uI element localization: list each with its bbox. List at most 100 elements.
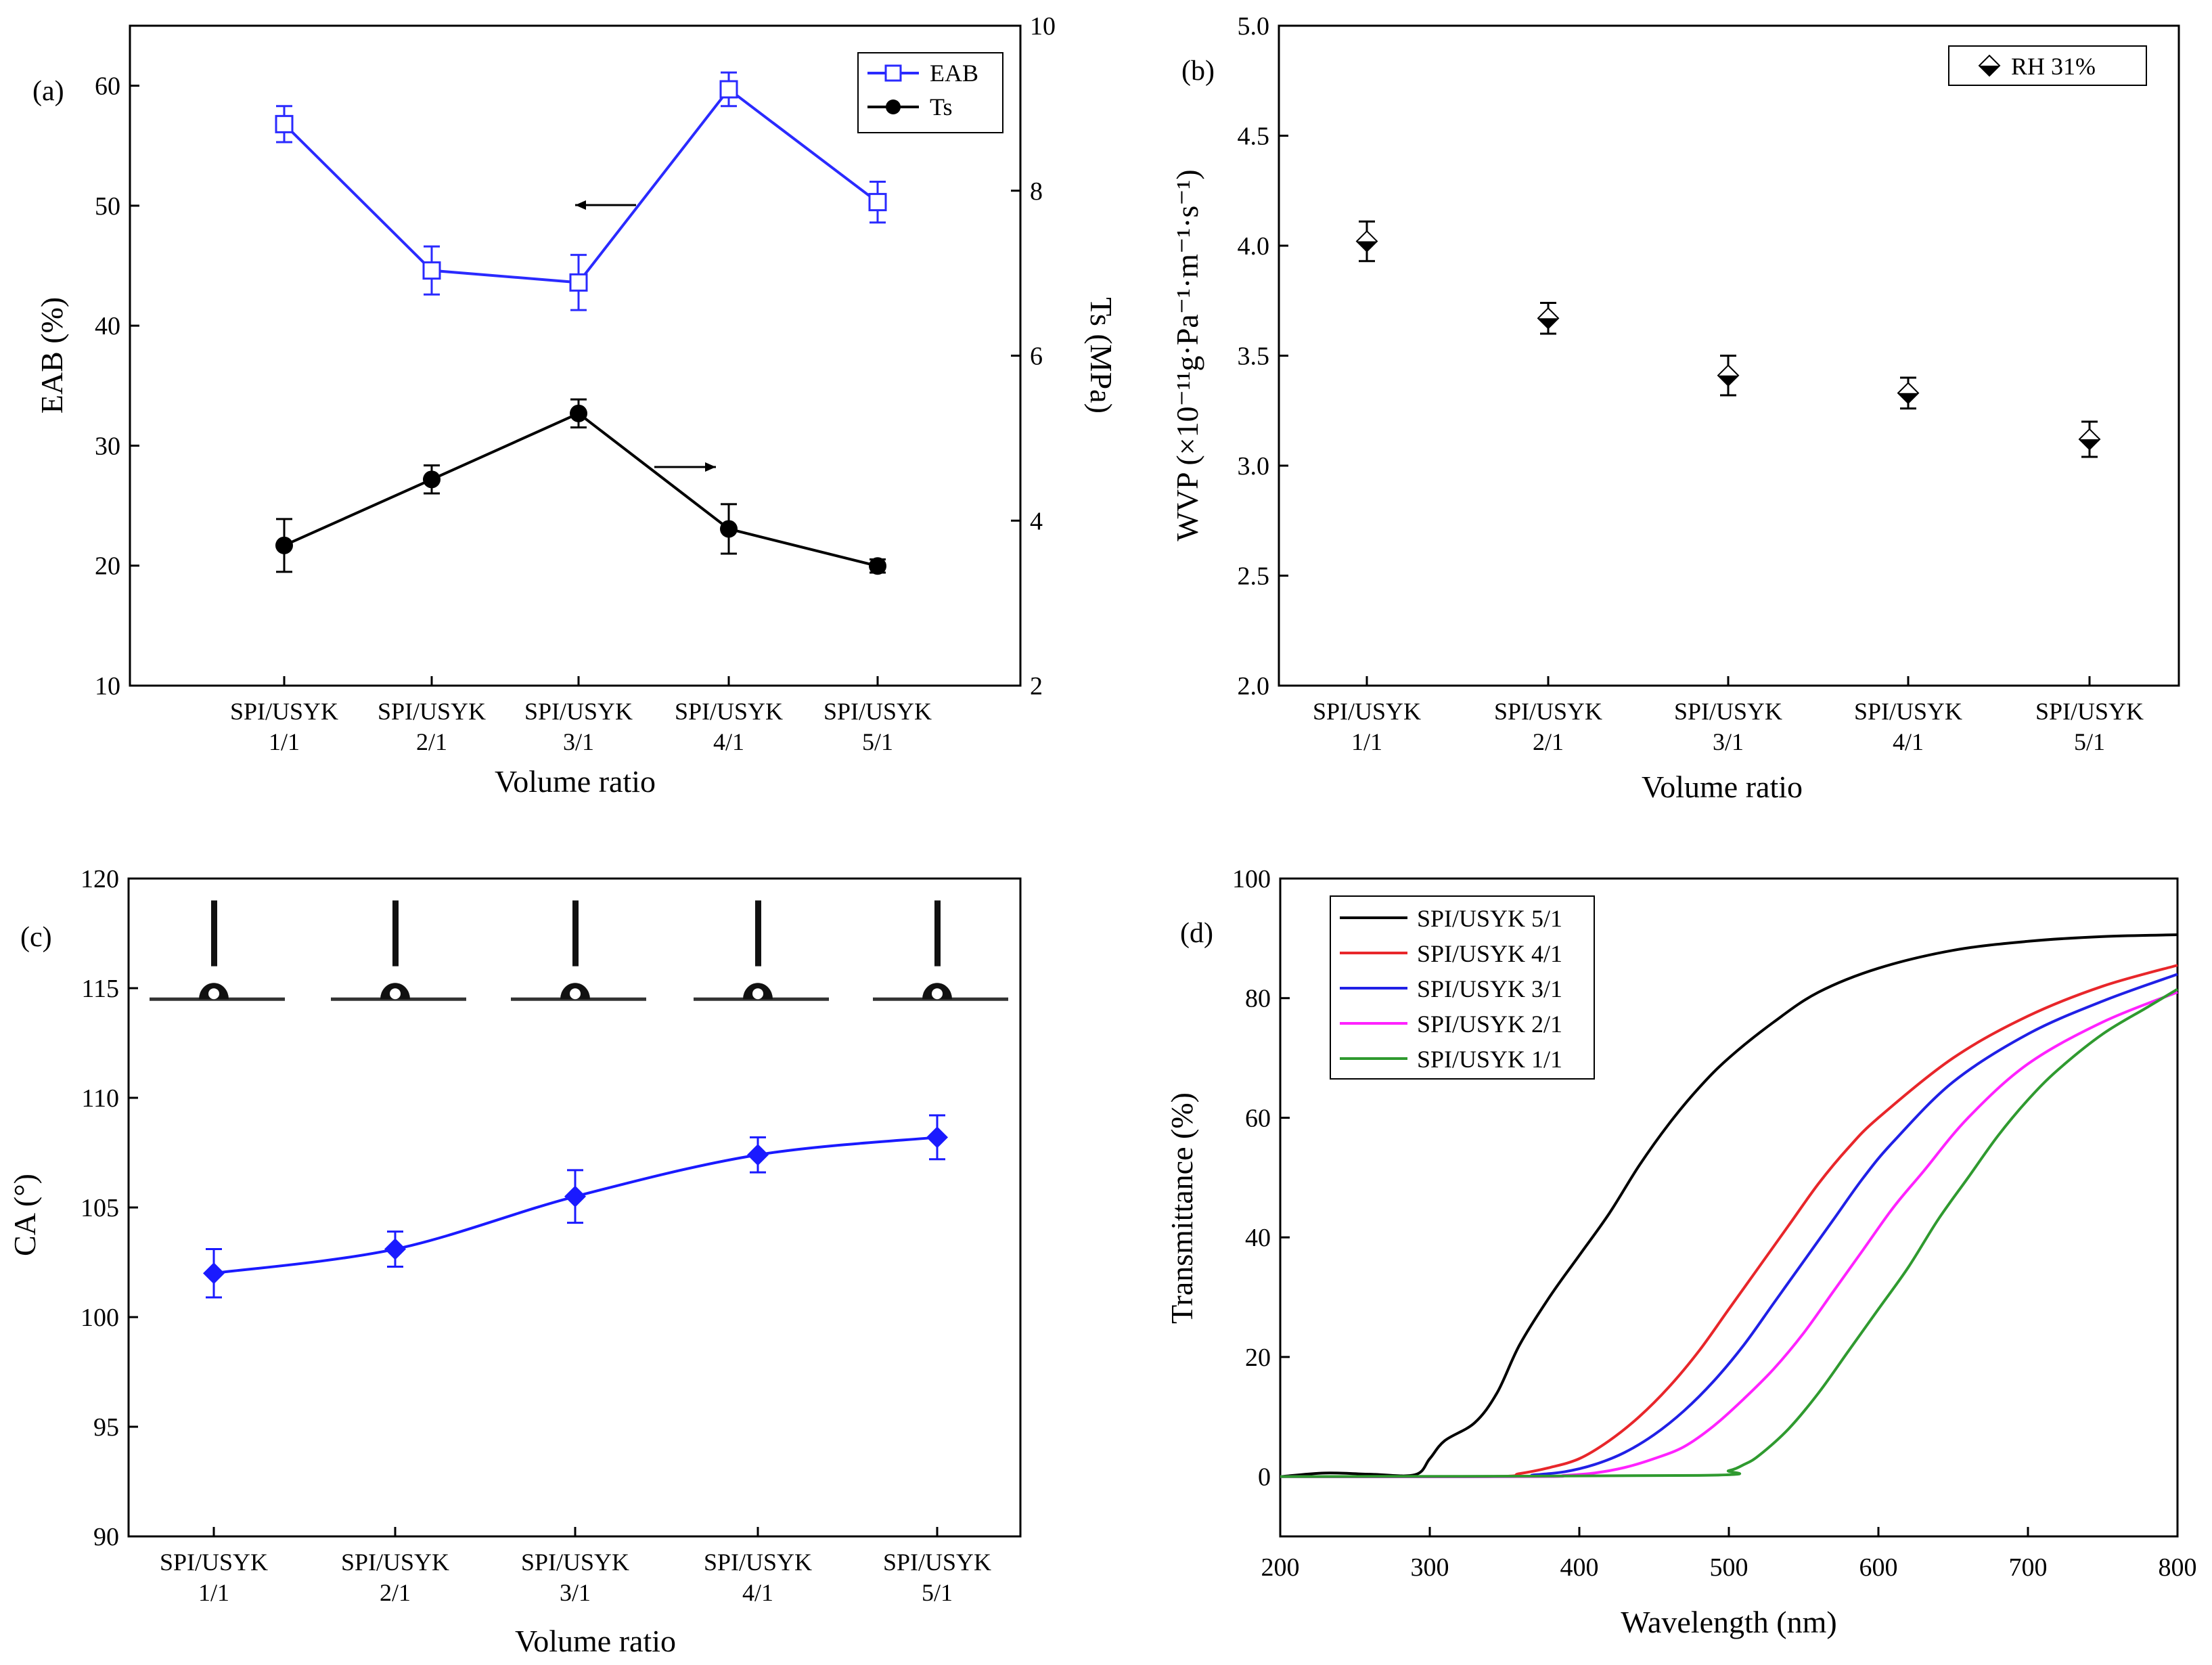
panel-a-right-ytick-label: 10	[1030, 12, 1056, 41]
panel-c-y-axis-title: CA (°)	[7, 1174, 42, 1256]
panel-c-ca-point	[926, 1126, 948, 1149]
panel-b-ytick-label: 2.5	[1238, 562, 1270, 591]
panel-a-ts-point	[275, 536, 293, 554]
panel-a-xtick-label-ratio: 5/1	[862, 728, 893, 755]
panel-d-legend-label: SPI/USYK 5/1	[1417, 905, 1562, 932]
panel-c-xtick-label-ratio: 5/1	[922, 1579, 953, 1606]
panel-b-xtick-label-ratio: 2/1	[1533, 728, 1564, 755]
panel-b-xtick-label-ratio: 3/1	[1713, 728, 1744, 755]
panel-a-xtick-label-name: SPI/USYK	[230, 698, 338, 725]
panel-c-droplet-highlight	[390, 988, 401, 1000]
panel-c-x-axis-title: Volume ratio	[515, 1624, 676, 1658]
panel-d-label: (d)	[1180, 918, 1213, 949]
panel-c-droplet-needle	[392, 900, 399, 967]
panel-c-xtick-label-ratio: 1/1	[198, 1579, 229, 1606]
panel-d-xtick-label: 700	[2009, 1553, 2048, 1582]
panel-c-ytick-label: 95	[93, 1413, 119, 1442]
panel-a-xtick-label-ratio: 1/1	[269, 728, 300, 755]
panel-b-xtick-label-ratio: 4/1	[1893, 728, 1924, 755]
panel-a-xtick-label-name: SPI/USYK	[524, 698, 633, 725]
panel-c-ca-point	[384, 1238, 406, 1260]
panel-a-right-ytick-label: 2	[1030, 672, 1043, 701]
panel-b-xtick-label-name: SPI/USYK	[1854, 698, 1962, 725]
panel-a-ytick-label: 60	[95, 72, 120, 101]
panel-b-ytick-label: 3.5	[1238, 342, 1270, 371]
panel-a-eab-point	[868, 193, 887, 212]
panel-b-point-fill	[1718, 375, 1738, 386]
panel-d-xtick-label: 300	[1411, 1553, 1449, 1582]
panel-c-xtick-label-ratio: 3/1	[560, 1579, 591, 1606]
panel-c-xtick-label-name: SPI/USYK	[883, 1549, 991, 1576]
panel-b-ytick-label: 3.0	[1238, 452, 1270, 481]
panel-b-xtick-label-ratio: 5/1	[2074, 728, 2105, 755]
panel-b-xtick-label-name: SPI/USYK	[2035, 698, 2144, 725]
panel-c-ca-point	[747, 1144, 769, 1166]
panel-a-left-arrow-head	[575, 200, 586, 210]
panel-a-legend-marker	[884, 64, 902, 82]
panel-d-xtick-label: 600	[1859, 1553, 1898, 1582]
panel-d-series-line-2	[1280, 964, 2178, 1478]
panel-c-xtick-label-ratio: 4/1	[742, 1579, 773, 1606]
panel-a-ts-point	[570, 404, 587, 422]
panel-b-wvp-chart: (b) 2.0 2.5 3.0 3.5 4.0 4.5 5.0 SPI/USYK 1/1 SPI/…	[1170, 12, 2180, 804]
panel-a-ytick-label: 40	[95, 312, 120, 340]
panel-b-point-fill	[1538, 318, 1558, 329]
panel-c-contact-angle-chart: (c) 90 95 100 105 110 115 120 SPI/USYK 1/1 SPI/US…	[7, 865, 1022, 1658]
panel-a-ts-point	[869, 557, 886, 575]
panel-c-ytick-label: 120	[81, 865, 119, 893]
panel-b-x-axis-title: Volume ratio	[1642, 770, 1803, 804]
panel-b-ytick-label: 2.0	[1238, 672, 1270, 701]
panel-b-legend: RH 31%	[1948, 45, 2147, 86]
panel-c-ytick-label: 100	[81, 1304, 119, 1332]
panel-a-xtick-label-ratio: 3/1	[563, 728, 594, 755]
panel-c-xtick-label-ratio: 2/1	[380, 1579, 411, 1606]
panel-a-ytick-label: 10	[95, 672, 120, 701]
panel-a-xtick-label-ratio: 2/1	[416, 728, 447, 755]
panel-a-ytick-label: 50	[95, 192, 120, 221]
panel-a-right-ytick-label: 4	[1030, 507, 1043, 535]
panel-b-y-axis-title: WVP (×10⁻¹¹g·Pa⁻¹·m⁻¹·s⁻¹)	[1170, 169, 1204, 541]
panel-a-xtick-label-name: SPI/USYK	[378, 698, 486, 725]
panel-c-droplet-needle	[934, 900, 941, 967]
panel-a-ytick-label: 30	[95, 432, 120, 460]
panel-c-ca-point	[564, 1185, 586, 1207]
panel-c-droplet-images	[150, 900, 1008, 1001]
panel-a-legend-label: Ts	[930, 93, 953, 120]
panel-c-droplet-highlight	[570, 988, 581, 1000]
panel-c-ca-point	[203, 1262, 225, 1285]
panel-a-ytick-label: 20	[95, 552, 120, 581]
panel-d-legend-label: SPI/USYK 3/1	[1417, 975, 1562, 1002]
panel-a-eab-ts-chart: (a) 10 20 30 40 50 60 2 4 6 8 10 SPI/USYK 1/1 SPI/USY…	[32, 12, 1119, 799]
panel-a-label: (a)	[32, 76, 64, 107]
panel-a-legend-marker	[886, 99, 901, 114]
panel-b-point-fill	[2079, 439, 2100, 449]
panel-b-xtick-label-name: SPI/USYK	[1494, 698, 1602, 725]
panel-a-eab-point	[569, 273, 588, 292]
panel-d-ytick-label: 40	[1245, 1224, 1271, 1252]
panel-c-droplet-needle	[572, 900, 579, 967]
panel-b-ytick-label: 4.5	[1238, 123, 1270, 151]
panel-a-arrows	[575, 200, 716, 472]
panel-a-ts-point	[720, 520, 738, 538]
panel-b-ytick-label: 5.0	[1238, 12, 1270, 41]
panel-a-xtick-label-name: SPI/USYK	[823, 698, 932, 725]
panel-a-eab-point	[719, 80, 738, 99]
panel-c-droplet-highlight	[932, 988, 943, 1000]
panel-b-label: (b)	[1181, 56, 1215, 87]
panel-a-right-arrow-head	[705, 462, 716, 472]
panel-a-xtick-label-ratio: 4/1	[713, 728, 744, 755]
panel-c-droplet-highlight	[752, 988, 763, 1000]
panel-a-right-ytick-label: 6	[1030, 342, 1043, 371]
panel-b-point-fill	[1898, 393, 1918, 403]
panel-a-xtick-label-name: SPI/USYK	[675, 698, 783, 725]
panel-d-x-axis-title: Wavelength (nm)	[1621, 1605, 1836, 1639]
panel-d-ytick-label: 100	[1232, 865, 1271, 893]
panel-d-legend-label: SPI/USYK 1/1	[1417, 1046, 1562, 1073]
panel-d-series-line-1	[1280, 933, 2178, 1478]
panel-d-y-axis-title: Transmittance (%)	[1165, 1092, 1199, 1324]
panel-a-eab-point	[422, 261, 441, 280]
panel-c-droplet-highlight	[208, 988, 219, 1000]
panel-b-legend-marker-fill	[1979, 66, 2000, 76]
panel-a-ts-point	[423, 470, 441, 489]
